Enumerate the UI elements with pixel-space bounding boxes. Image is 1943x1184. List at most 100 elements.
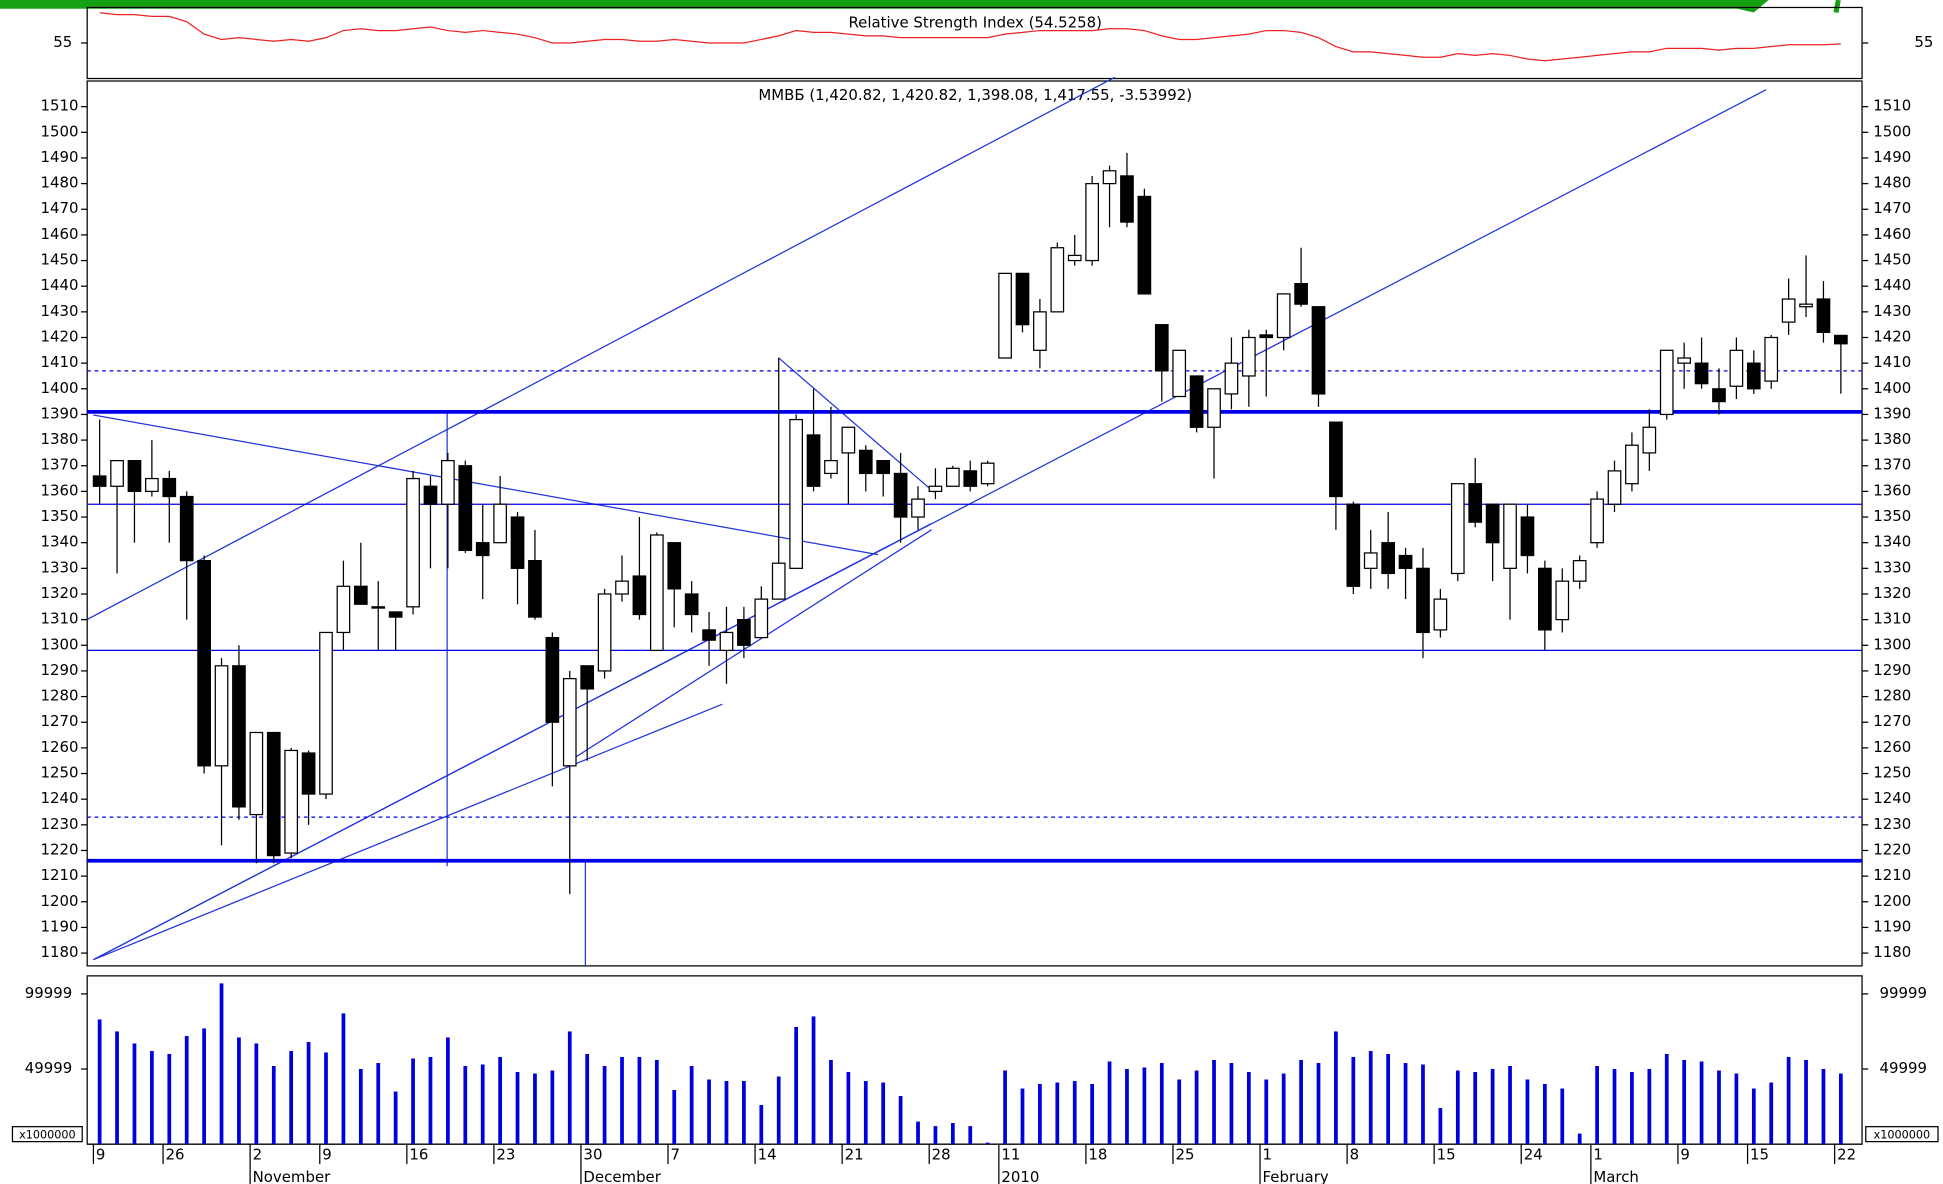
volume-bar: [985, 1142, 990, 1145]
candle-body: [684, 593, 699, 616]
y-tick-label: 1420: [1873, 327, 1911, 345]
candle-body: [615, 580, 629, 595]
volume-bar: [759, 1105, 764, 1145]
y-tick-label: 1380: [1873, 430, 1911, 448]
candle-body: [858, 449, 873, 475]
volume-bar: [654, 1059, 659, 1145]
volume-tick-label: 49999: [1879, 1059, 1927, 1077]
x-tick-label: 16: [409, 1145, 428, 1163]
candle-body: [197, 560, 211, 767]
volume-bar: [1595, 1066, 1599, 1145]
volume-bar: [533, 1073, 537, 1145]
volume-bar: [358, 1069, 363, 1145]
candle-body: [998, 272, 1012, 359]
volume-bar: [620, 1056, 624, 1145]
candle-body: [737, 619, 751, 646]
x-tick-label: 7: [671, 1145, 681, 1163]
y-tick-label: 1190: [40, 917, 78, 935]
volume-bar: [1525, 1079, 1530, 1145]
volume-bar: [1490, 1069, 1495, 1145]
y-tick-label: 1210: [1873, 866, 1911, 884]
y-tick-label: 1430: [1873, 302, 1911, 320]
candle-body: [649, 534, 664, 652]
volume-bar: [376, 1062, 381, 1145]
volume-tick-label: 49999: [25, 1059, 73, 1077]
candle-body: [475, 542, 490, 557]
candle-body: [580, 665, 595, 690]
x-tick-label: 28: [932, 1145, 951, 1163]
unit-box: [1865, 1126, 1939, 1143]
y-tick-label: 1300: [40, 635, 78, 653]
volume-bar: [1281, 1073, 1286, 1145]
y-tick-label: 1360: [40, 481, 78, 499]
volume-bar: [776, 1076, 781, 1145]
candle-body: [1346, 503, 1361, 587]
y-tick-label: 1420: [40, 327, 78, 345]
x-tick-label: 30: [583, 1145, 602, 1163]
x-tick-label: 18: [1088, 1145, 1107, 1163]
trend-line: [778, 357, 935, 493]
x-tick-label: 9: [96, 1145, 106, 1163]
volume-bar: [1403, 1062, 1408, 1145]
candle-body: [441, 459, 455, 505]
candle-body: [1764, 336, 1779, 382]
volume-bar: [1055, 1082, 1060, 1145]
y-tick-label: 1200: [1873, 892, 1911, 910]
y-tick-label: 1240: [40, 789, 78, 807]
candle-body: [841, 426, 856, 454]
volume-bar: [1560, 1088, 1565, 1145]
x-tick-label: 11: [1001, 1145, 1020, 1163]
volume-bar: [724, 1081, 729, 1145]
candle-body: [771, 562, 786, 600]
candle-body: [110, 459, 124, 487]
x-tick-label: 23: [496, 1145, 515, 1163]
volume-bar: [742, 1081, 746, 1145]
candle-body: [336, 585, 351, 634]
volume-bar: [1438, 1108, 1443, 1145]
volume-bar: [1421, 1064, 1425, 1145]
candle-body: [214, 665, 229, 767]
candle-body: [1590, 498, 1604, 544]
candle-body: [266, 731, 281, 857]
volume-bar: [846, 1072, 851, 1145]
candle-body: [1311, 306, 1326, 395]
volume-bar: [1630, 1072, 1634, 1145]
candle-body: [1799, 303, 1813, 308]
candle-body: [1694, 362, 1709, 385]
y-tick-label: 1440: [1873, 276, 1911, 294]
y-tick-label: 1450: [40, 251, 78, 269]
candle-body: [1398, 554, 1413, 569]
volume-bar: [1246, 1072, 1251, 1145]
y-tick-label: 1410: [40, 353, 78, 371]
y-tick-label: 1340: [1873, 533, 1911, 551]
volume-bar: [1142, 1067, 1147, 1145]
volume-bar: [863, 1081, 868, 1145]
candle-body: [301, 752, 316, 795]
candle-body: [893, 472, 908, 518]
volume-bar: [1038, 1084, 1042, 1145]
y-tick-label: 1230: [40, 815, 78, 833]
candle-body: [1416, 567, 1430, 634]
y-tick-label: 1290: [1873, 661, 1911, 679]
volume-bar: [950, 1123, 955, 1145]
y-tick-label: 1480: [1873, 174, 1911, 192]
y-tick-label: 1370: [40, 456, 78, 474]
candle-body: [1555, 580, 1570, 621]
volume-bar: [1508, 1066, 1512, 1145]
candle-body: [1381, 542, 1395, 575]
y-tick-label: 1510: [40, 97, 78, 115]
price-panel: [86, 80, 1863, 967]
candle-body: [1363, 552, 1378, 569]
month-label: December: [583, 1168, 661, 1184]
candle-body: [1503, 503, 1517, 569]
volume-bar: [567, 1031, 572, 1145]
y-tick-label: 1350: [1873, 507, 1911, 525]
volume-bar: [1804, 1059, 1808, 1145]
candle-body: [1224, 362, 1239, 395]
candle-body: [371, 606, 386, 609]
candle-body: [1259, 334, 1274, 339]
y-tick-label: 1390: [40, 404, 78, 422]
y-tick-label: 1330: [1873, 558, 1911, 576]
candle-body: [1607, 470, 1622, 505]
volume-bar: [637, 1056, 642, 1145]
